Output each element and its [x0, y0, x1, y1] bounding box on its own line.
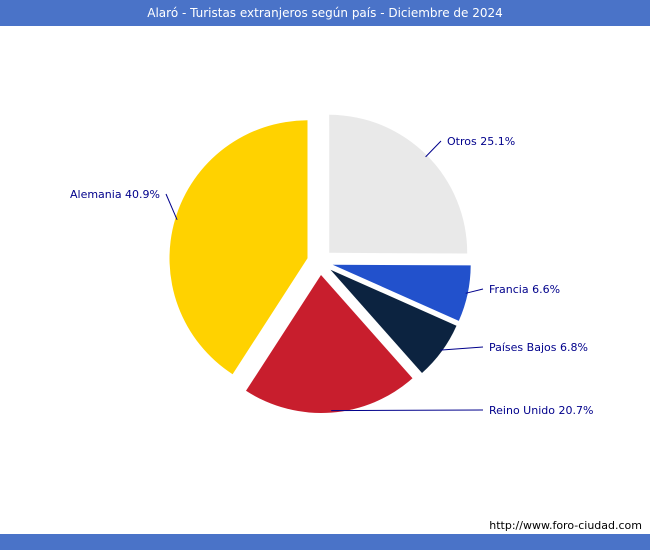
slice-label-reino-unido: Reino Unido 20.7%	[489, 404, 593, 417]
slice-label-paises-bajos: Países Bajos 6.8%	[489, 341, 588, 354]
leader-line-francia	[465, 288, 484, 294]
bottom-bar	[0, 534, 650, 550]
leader-line-otros	[425, 140, 442, 158]
pie-slice-francia	[332, 264, 471, 321]
slice-label-alemania: Alemania 40.9%	[70, 188, 160, 201]
slice-label-otros: Otros 25.1%	[447, 135, 515, 148]
footer-url: http://www.foro-ciudad.com	[489, 519, 642, 532]
pie-slice-alemania	[169, 120, 308, 375]
page-title: Alaró - Turistas extranjeros según país …	[147, 6, 503, 20]
title-bar: Alaró - Turistas extranjeros según país …	[0, 0, 650, 26]
leader-line-alemania	[165, 193, 178, 220]
pie-slice-otros	[329, 114, 468, 254]
leader-line-paises-bajos	[440, 346, 484, 351]
leader-line-reino-unido	[331, 409, 484, 412]
pie-slice-paises-bajos	[330, 269, 457, 373]
pie-slice-reino-unido	[246, 275, 413, 413]
slice-label-francia: Francia 6.6%	[489, 283, 560, 296]
